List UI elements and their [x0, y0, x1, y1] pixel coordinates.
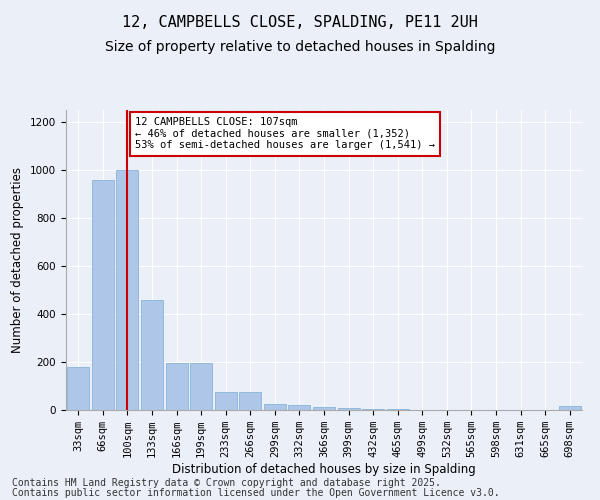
Y-axis label: Number of detached properties: Number of detached properties — [11, 167, 25, 353]
Text: Contains HM Land Registry data © Crown copyright and database right 2025.: Contains HM Land Registry data © Crown c… — [12, 478, 441, 488]
Text: 12, CAMPBELLS CLOSE, SPALDING, PE11 2UH: 12, CAMPBELLS CLOSE, SPALDING, PE11 2UH — [122, 15, 478, 30]
X-axis label: Distribution of detached houses by size in Spalding: Distribution of detached houses by size … — [172, 463, 476, 476]
Bar — [190, 363, 212, 410]
Bar — [141, 300, 163, 410]
Bar — [362, 409, 384, 410]
Text: Size of property relative to detached houses in Spalding: Size of property relative to detached ho… — [105, 40, 495, 54]
Bar — [239, 392, 262, 410]
Bar — [264, 404, 286, 410]
Bar — [92, 180, 114, 410]
Bar — [215, 392, 237, 410]
Bar — [559, 406, 581, 410]
Text: Contains public sector information licensed under the Open Government Licence v3: Contains public sector information licen… — [12, 488, 500, 498]
Bar — [313, 407, 335, 410]
Bar — [67, 367, 89, 410]
Text: 12 CAMPBELLS CLOSE: 107sqm
← 46% of detached houses are smaller (1,352)
53% of s: 12 CAMPBELLS CLOSE: 107sqm ← 46% of deta… — [135, 117, 435, 150]
Bar — [166, 363, 188, 410]
Bar — [386, 409, 409, 410]
Bar — [116, 170, 139, 410]
Bar — [338, 408, 359, 410]
Bar — [289, 405, 310, 410]
